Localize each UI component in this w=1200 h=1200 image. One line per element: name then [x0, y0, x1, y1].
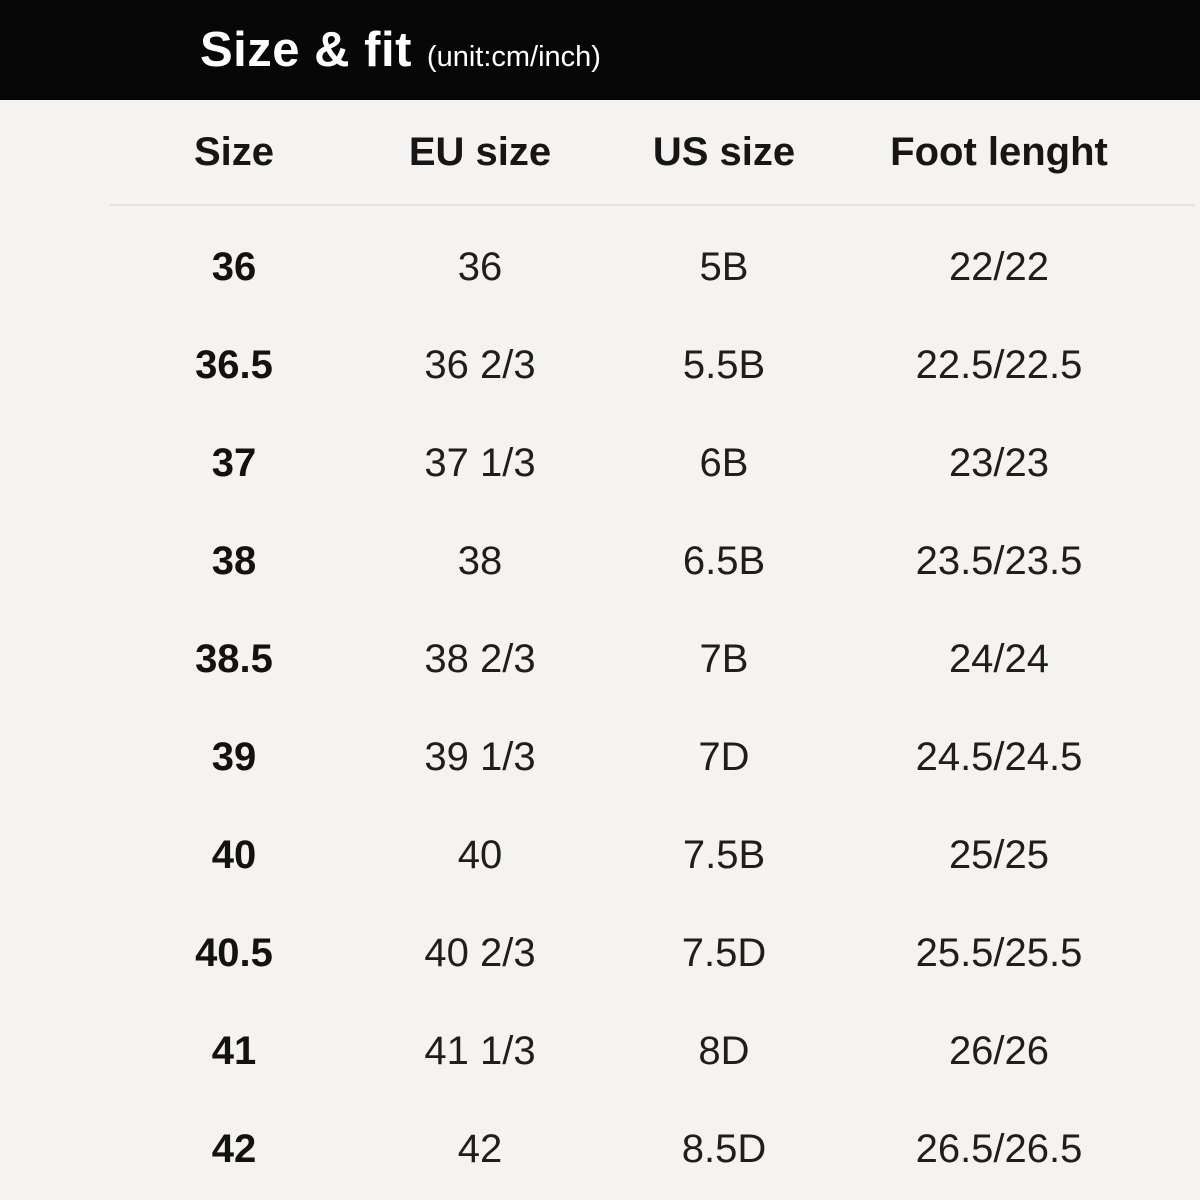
- header-bar: Size & fit (unit:cm/inch): [0, 0, 1200, 100]
- cell-eu-size: 40: [457, 832, 503, 877]
- table-header-row: Size EU size US size Foot lenght: [110, 100, 1195, 206]
- column-header-us-size: US size: [652, 129, 796, 174]
- cell-us-size: 8.5D: [681, 1126, 767, 1171]
- cell-foot-length: 25.5/25.5: [915, 930, 1083, 975]
- column-header-eu-size: EU size: [408, 129, 552, 174]
- table-row: 42 42 8.5D 26.5/26.5: [110, 1100, 1195, 1198]
- cell-eu-size: 39 1/3: [424, 734, 536, 779]
- cell-eu-size: 36 2/3: [424, 342, 536, 387]
- column-header-foot-length: Foot lenght: [890, 129, 1108, 174]
- table-row: 38.5 38 2/3 7B 24/24: [110, 610, 1195, 708]
- table-body: 36 36 5B 22/22 36.5 36 2/3 5.5B 22.5/22.…: [110, 206, 1195, 1198]
- cell-size: 36.5: [195, 342, 273, 387]
- cell-foot-length: 22.5/22.5: [915, 342, 1083, 387]
- column-header-size: Size: [193, 129, 275, 174]
- cell-size: 39: [211, 734, 257, 779]
- table-row: 40 40 7.5B 25/25: [110, 806, 1195, 904]
- header-title-group: Size & fit (unit:cm/inch): [200, 22, 601, 78]
- cell-size: 36: [211, 244, 257, 289]
- cell-eu-size: 41 1/3: [424, 1028, 536, 1073]
- cell-size: 42: [211, 1126, 257, 1171]
- table-row: 40.5 40 2/3 7.5D 25.5/25.5: [110, 904, 1195, 1002]
- cell-us-size: 5.5B: [682, 342, 766, 387]
- cell-foot-length: 22/22: [948, 244, 1050, 289]
- table-row: 36 36 5B 22/22: [110, 218, 1195, 316]
- cell-eu-size: 36: [457, 244, 503, 289]
- cell-foot-length: 25/25: [948, 832, 1050, 877]
- cell-us-size: 7B: [699, 636, 749, 681]
- table-row: 37 37 1/3 6B 23/23: [110, 414, 1195, 512]
- page-title: Size & fit: [200, 23, 412, 77]
- cell-us-size: 6B: [699, 440, 749, 485]
- cell-size: 37: [211, 440, 257, 485]
- cell-foot-length: 24.5/24.5: [915, 734, 1083, 779]
- cell-foot-length: 24/24: [948, 636, 1050, 681]
- cell-size: 38: [211, 538, 257, 583]
- cell-size: 40.5: [195, 930, 273, 975]
- cell-size: 38.5: [195, 636, 273, 681]
- cell-foot-length: 23.5/23.5: [915, 538, 1083, 583]
- table-row: 38 38 6.5B 23.5/23.5: [110, 512, 1195, 610]
- cell-us-size: 7D: [698, 734, 750, 779]
- cell-size: 40: [211, 832, 257, 877]
- cell-foot-length: 26.5/26.5: [915, 1126, 1083, 1171]
- cell-eu-size: 42: [457, 1126, 503, 1171]
- cell-size: 41: [211, 1028, 257, 1073]
- cell-us-size: 7.5B: [682, 832, 766, 877]
- page-subtitle: (unit:cm/inch): [426, 41, 601, 73]
- cell-us-size: 7.5D: [681, 930, 767, 975]
- table-row: 41 41 1/3 8D 26/26: [110, 1002, 1195, 1100]
- cell-eu-size: 38: [457, 538, 503, 583]
- cell-us-size: 5B: [699, 244, 749, 289]
- size-fit-table: Size EU size US size Foot lenght 36 36 5…: [110, 100, 1195, 1198]
- table-row: 36.5 36 2/3 5.5B 22.5/22.5: [110, 316, 1195, 414]
- cell-eu-size: 38 2/3: [424, 636, 536, 681]
- cell-foot-length: 26/26: [948, 1028, 1050, 1073]
- cell-us-size: 8D: [698, 1028, 750, 1073]
- cell-foot-length: 23/23: [948, 440, 1050, 485]
- cell-eu-size: 40 2/3: [424, 930, 536, 975]
- cell-eu-size: 37 1/3: [424, 440, 536, 485]
- table-row: 39 39 1/3 7D 24.5/24.5: [110, 708, 1195, 806]
- cell-us-size: 6.5B: [682, 538, 766, 583]
